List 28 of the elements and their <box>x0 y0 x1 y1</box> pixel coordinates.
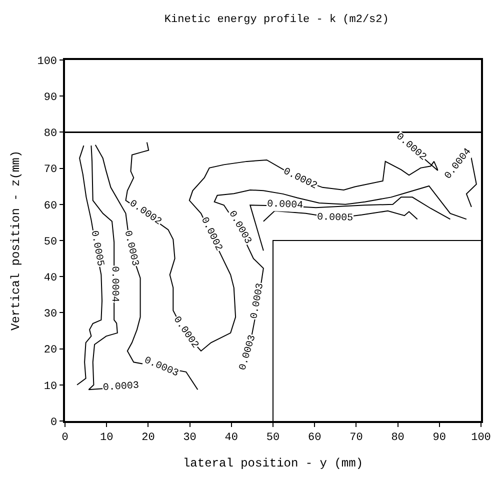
y-tick-label: 10 <box>44 380 58 393</box>
x-tick-label: 40 <box>224 432 238 444</box>
x-tick-label: 80 <box>391 432 404 444</box>
y-tick-label: 20 <box>44 344 58 357</box>
annotation: 0.0003 <box>249 282 267 320</box>
y-axis-title: Vertical position - z(mm) <box>9 150 24 331</box>
x-tick-label: 70 <box>350 432 363 444</box>
y-tick-label: 100 <box>37 56 58 68</box>
y-tick-label: 70 <box>44 164 58 176</box>
x-tick-label: 50 <box>266 432 280 444</box>
annotation: 0.0003 <box>238 334 259 372</box>
y-tick-label: 30 <box>44 308 58 321</box>
x-tick-label: 90 <box>432 432 446 444</box>
x-tick-label: 10 <box>100 432 114 444</box>
x-tick-label: 100 <box>471 432 491 444</box>
x-tick-label: 60 <box>308 432 322 444</box>
y-tick-label: 0 <box>50 416 58 429</box>
y-tick-label: 40 <box>44 272 58 284</box>
x-tick-label: 0 <box>62 432 68 444</box>
x-tick-label: 20 <box>142 432 155 444</box>
y-tick-label: 80 <box>44 128 58 140</box>
x-tick-label: 30 <box>183 432 196 444</box>
chart-title: Kinetic energy profile - k (m2/s2) <box>164 14 389 26</box>
y-tick-label: 60 <box>44 200 58 212</box>
annotation: 0.0003 <box>102 380 140 394</box>
y-tick-label: 90 <box>44 92 58 104</box>
y-tick-label: 50 <box>44 236 58 248</box>
x-axis-title: lateral position - y (mm) <box>182 456 364 470</box>
